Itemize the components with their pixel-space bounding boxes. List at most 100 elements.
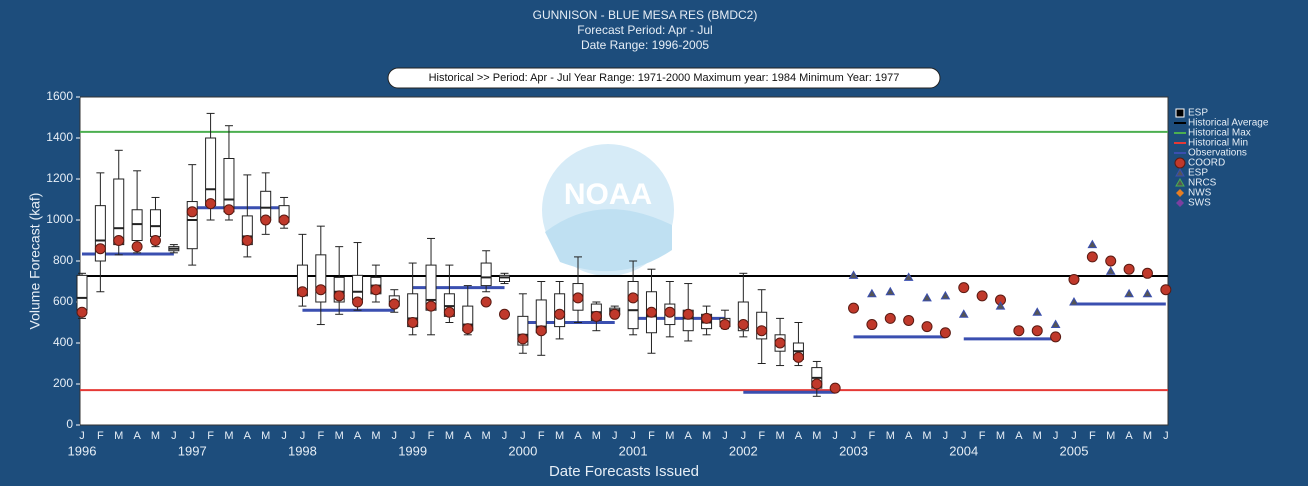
x-tick-label: J: [630, 430, 636, 442]
x-tick-label: M: [335, 430, 344, 442]
x-tick-label: F: [538, 430, 545, 442]
box: [131, 209, 143, 241]
legend-marker: [1176, 199, 1184, 207]
year-label: 2004: [949, 443, 978, 458]
series-point: [260, 214, 272, 226]
series-point: [278, 214, 290, 226]
box: [149, 209, 161, 237]
x-tick-label: M: [555, 430, 564, 442]
x-tick-label: M: [371, 430, 380, 442]
series-point: [1050, 331, 1062, 343]
x-tick-label: F: [428, 430, 435, 442]
x-tick-label: A: [354, 430, 362, 442]
series-point: [756, 325, 768, 337]
box: [517, 315, 529, 346]
box: [186, 201, 198, 250]
series-point: [315, 284, 327, 296]
series-point: [296, 286, 308, 298]
series-point: [1123, 263, 1135, 275]
x-tick-label: J: [612, 430, 618, 442]
x-tick-label: F: [979, 430, 986, 442]
x-tick-label: A: [133, 430, 141, 442]
x-tick-label: M: [665, 430, 674, 442]
series-point: [94, 243, 106, 255]
x-tick-label: M: [922, 430, 931, 442]
series-point: [113, 235, 125, 246]
x-tick-label: J: [1163, 430, 1169, 442]
series-point: [149, 235, 161, 246]
x-tick-label: J: [722, 430, 728, 442]
series-point: [1032, 307, 1043, 316]
series-point: [572, 292, 584, 304]
box: [352, 274, 364, 301]
x-tick-label: J: [189, 430, 195, 442]
x-tick-label: J: [392, 430, 398, 442]
x-tick-label: F: [317, 430, 324, 442]
series-point: [388, 298, 400, 310]
series-point: [1160, 284, 1172, 296]
series-point: [186, 206, 198, 218]
x-tick-label: A: [795, 430, 803, 442]
series-point: [922, 292, 932, 302]
x-tick-label: J: [961, 430, 967, 442]
box: [499, 274, 511, 283]
series-point: [958, 309, 969, 318]
x-tick-label: M: [886, 430, 895, 442]
x-tick-label: A: [574, 430, 582, 442]
series-point: [829, 382, 841, 394]
x-tick-label: A: [905, 430, 913, 442]
year-label: 1999: [398, 443, 427, 458]
legend-label: ESP: [1188, 168, 1208, 179]
series-point: [1087, 239, 1098, 249]
banner: Historical >> Period: Apr - Jul Year Ran…: [429, 72, 900, 84]
series-point: [609, 308, 621, 320]
series-point: [1105, 266, 1116, 275]
x-tick-label: J: [300, 430, 306, 442]
series-point: [719, 319, 731, 331]
x-tick-label: F: [648, 430, 655, 442]
x-tick-label: J: [1071, 430, 1077, 442]
series-point: [940, 290, 951, 300]
x-tick-label: M: [702, 430, 711, 442]
x-tick-label: F: [869, 430, 876, 442]
watermark-wave: [545, 209, 672, 272]
x-tick-label: M: [445, 430, 454, 442]
series-point: [241, 235, 253, 246]
x-tick-label: J: [171, 430, 177, 442]
legend-label: SWS: [1188, 198, 1211, 209]
x-tick-label: M: [114, 430, 123, 442]
y-tick-label: 600: [53, 294, 73, 308]
series-point: [205, 198, 217, 210]
year-label: 1997: [178, 443, 207, 458]
series-point: [333, 290, 345, 302]
legend-swatch: [1175, 108, 1185, 118]
y-tick-label: 1600: [46, 89, 73, 103]
x-tick-label: A: [1125, 430, 1133, 442]
watermark-text: NOAA: [564, 178, 652, 211]
chart-subtitle: Date Range: 1996-2005: [581, 38, 709, 52]
year-label: 2001: [619, 443, 648, 458]
legend-marker: [1175, 177, 1185, 187]
x-tick-label: M: [592, 430, 601, 442]
x-tick-label: J: [1053, 430, 1059, 442]
year-label: 2003: [839, 443, 868, 458]
x-tick-label: F: [97, 430, 104, 442]
x-tick-label: J: [741, 430, 747, 442]
series-point: [535, 325, 547, 337]
x-tick-label: A: [244, 430, 252, 442]
x-tick-label: M: [224, 430, 233, 442]
banner-box: [387, 67, 941, 89]
x-tick-label: A: [1015, 430, 1023, 442]
series-point: [590, 310, 602, 322]
x-tick-label: M: [1106, 430, 1115, 442]
box: [480, 262, 492, 287]
series-point: [554, 308, 566, 320]
box: [627, 281, 639, 330]
legend-label: Historical Min: [1188, 138, 1248, 149]
legend-label: NRCS: [1188, 178, 1217, 189]
y-tick-label: 1000: [46, 212, 73, 226]
series-point: [995, 301, 1006, 310]
series-point: [774, 337, 786, 349]
year-label: 2002: [729, 443, 758, 458]
year-label: 2005: [1060, 443, 1089, 458]
